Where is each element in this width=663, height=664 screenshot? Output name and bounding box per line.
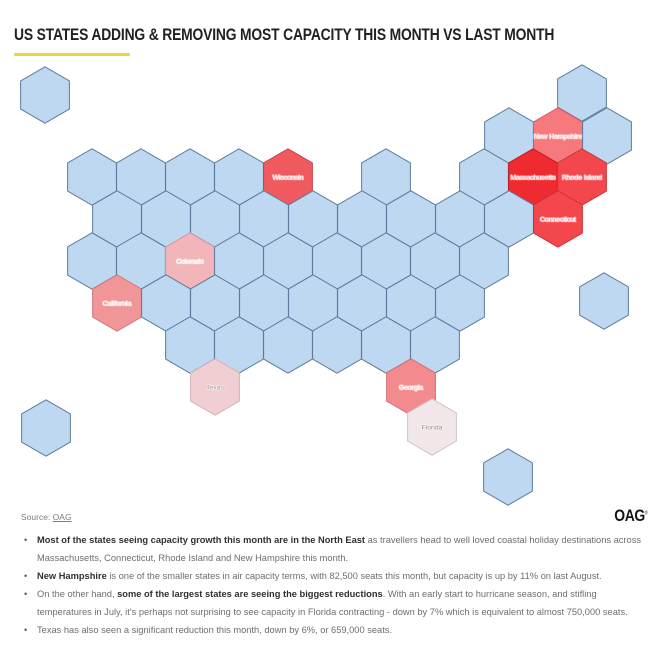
bullet-text: New Hampshire is one of the smaller stat…: [37, 571, 602, 581]
hex-tile: [483, 448, 533, 506]
hex-tile: [435, 274, 485, 332]
hex-tile: [582, 107, 632, 165]
state-label: Connecticut: [540, 216, 576, 223]
state-label: California: [103, 300, 132, 307]
bullet-marker: •: [24, 571, 28, 581]
registered-mark: ®: [644, 510, 647, 517]
bullet-marker: •: [24, 589, 28, 599]
hex-tile: [20, 66, 70, 124]
source-attribution: Source: OAG: [21, 512, 72, 522]
bullet-item: • New Hampshire is one of the smaller sta…: [24, 567, 644, 585]
state-label: Rhode Island: [562, 174, 602, 181]
state-label: Florida: [422, 424, 443, 431]
source-link[interactable]: OAG: [52, 512, 72, 522]
state-label: Texas: [206, 384, 224, 391]
state-label: Wisconsin: [273, 174, 304, 181]
source-prefix: Source:: [21, 512, 51, 522]
hex-tile: [579, 272, 629, 330]
state-label: Massachusetts: [510, 174, 556, 181]
hex-texas: [190, 358, 240, 416]
oag-logo: OAG®: [613, 506, 648, 526]
hex-connecticut: [533, 190, 583, 248]
bullet-marker: •: [24, 535, 28, 545]
bullet-text: Texas has also seen a significant reduct…: [37, 625, 393, 635]
bullet-item: • Texas has also seen a significant reduc…: [24, 621, 644, 639]
title-underline: [14, 53, 130, 56]
page-title: US STATES ADDING & REMOVING MOST CAPACIT…: [14, 26, 555, 45]
bullet-item: • Most of the states seeing capacity grow…: [24, 531, 644, 567]
bullet-marker: •: [24, 625, 28, 635]
state-label: Georgia: [399, 384, 423, 391]
bullet-text: Most of the states seeing capacity growt…: [37, 535, 641, 563]
hex-florida: [407, 398, 457, 456]
bullet-item: • On the other hand, some of the largest …: [24, 585, 644, 621]
bullet-text: On the other hand, some of the largest s…: [37, 589, 628, 617]
state-label: New Hampshire: [534, 133, 583, 140]
hex-map: New Hampshire Wisconsin Massachusetts Rhode…: [20, 64, 632, 506]
hex-tile: [21, 399, 71, 457]
state-label: Colorado: [176, 258, 204, 265]
oag-logo-text: OAG: [613, 506, 645, 525]
bullet-list: • Most of the states seeing capacity grow…: [24, 531, 644, 639]
